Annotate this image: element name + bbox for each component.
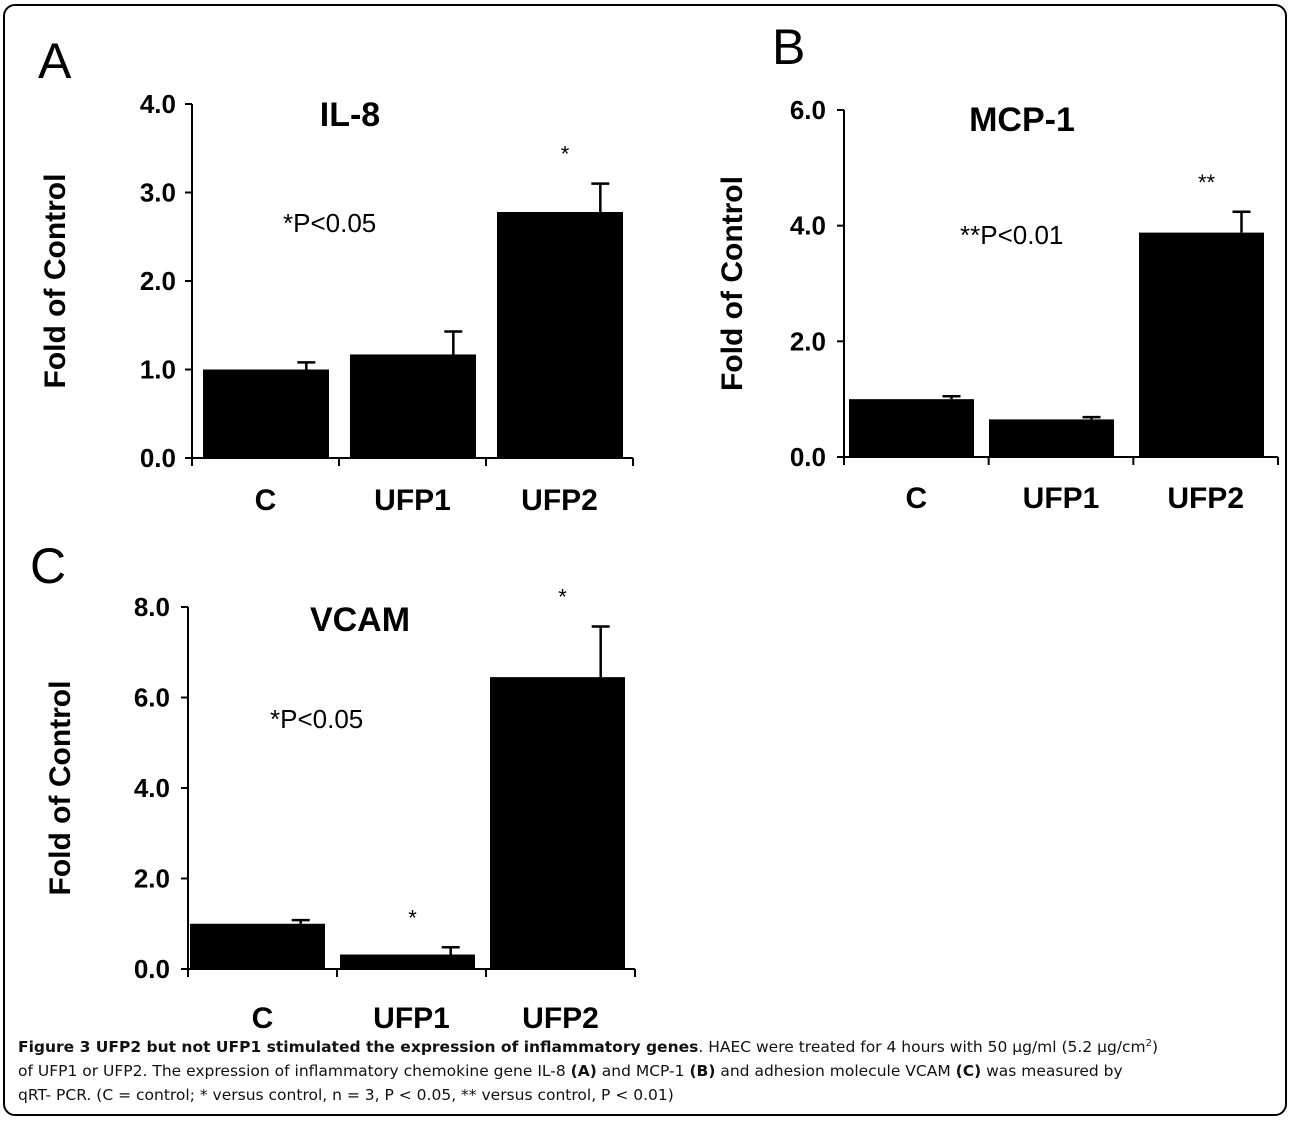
bar-a-ufp1 xyxy=(350,354,476,458)
caption-text-2a: of UFP1 or UFP2. The expression of infla… xyxy=(18,1062,571,1081)
caption-ref-b: (B) xyxy=(689,1062,716,1081)
bar-b-ufp2 xyxy=(1139,232,1264,457)
caption-line-2: of UFP1 or UFP2. The expression of infla… xyxy=(18,1059,1280,1083)
category-label-c: UFP2 xyxy=(522,1002,599,1030)
significance-marker-c: * xyxy=(408,905,417,930)
category-label-b: UFP2 xyxy=(1167,482,1244,515)
chart-title-a: IL-8 xyxy=(320,96,380,134)
y-tick-label-a: 2.0 xyxy=(140,266,176,296)
y-tick-label-c: 6.0 xyxy=(134,683,170,713)
y-tick-label-a: 1.0 xyxy=(140,355,176,385)
category-label-b: UFP1 xyxy=(1023,482,1100,515)
y-tick-label-a: 3.0 xyxy=(140,178,176,208)
figure-caption: Figure 3 UFP2 but not UFP1 stimulated th… xyxy=(18,1032,1280,1107)
bar-a-ufp2 xyxy=(497,211,623,458)
y-axis-label-b: Fold of Control xyxy=(716,176,749,391)
significance-marker-a: * xyxy=(561,142,570,167)
bar-a-c xyxy=(203,369,329,458)
bar-c-c xyxy=(190,923,325,969)
category-label-a: UFP2 xyxy=(521,484,598,517)
category-label-c: C xyxy=(252,1002,274,1030)
caption-text-2c: and MCP-1 xyxy=(596,1062,690,1081)
caption-ref-c: (C) xyxy=(955,1062,982,1081)
caption-line-3: qRT- PCR. (C = control; * versus control… xyxy=(18,1086,674,1105)
y-tick-label-b: 6.0 xyxy=(790,95,826,125)
significance-marker-c: * xyxy=(558,584,567,609)
y-tick-label-b: 0.0 xyxy=(790,442,826,472)
bar-b-ufp1 xyxy=(989,419,1114,457)
caption-figure-label: Figure 3 xyxy=(18,1038,91,1057)
y-axis-label-c: Fold of Control xyxy=(44,681,77,896)
caption-text-1-end: ) xyxy=(1152,1038,1159,1057)
chart-title-b: MCP-1 xyxy=(969,101,1075,139)
caption-title: UFP2 but not UFP1 stimulated the express… xyxy=(95,1038,699,1057)
caption-superscript: 2 xyxy=(1145,1038,1153,1049)
bar-b-c xyxy=(849,399,974,457)
y-tick-label-a: 0.0 xyxy=(140,443,176,473)
y-axis-label-a: Fold of Control xyxy=(39,174,72,389)
panel-letter-a: A xyxy=(38,33,72,89)
y-tick-label-c: 0.0 xyxy=(134,954,170,984)
y-tick-label-b: 2.0 xyxy=(790,326,826,356)
panel-letter-c: C xyxy=(30,538,66,594)
p-value-annotation-a: *P<0.05 xyxy=(283,208,376,238)
category-label-a: UFP1 xyxy=(374,484,451,517)
figure-charts: A IL-8 0.0 1.0 2.0 3.0 4.0 Fold of Control *P<0.… xyxy=(30,19,1279,1030)
category-label-b: C xyxy=(905,482,927,515)
p-value-annotation-c: *P<0.05 xyxy=(270,704,363,734)
p-value-annotation-b: **P<0.01 xyxy=(960,220,1063,250)
caption-line-1: Figure 3 UFP2 but not UFP1 stimulated th… xyxy=(18,1032,1280,1059)
caption-text-2g: was measured by xyxy=(981,1062,1123,1081)
category-label-a: C xyxy=(255,484,277,517)
y-tick-label-c: 8.0 xyxy=(134,592,170,622)
category-label-c: UFP1 xyxy=(373,1002,450,1030)
significance-marker-b: ** xyxy=(1198,170,1216,195)
y-tick-label-c: 2.0 xyxy=(134,864,170,894)
bar-c-ufp2 xyxy=(490,677,625,969)
caption-ref-a: (A) xyxy=(570,1062,597,1081)
y-tick-label-c: 4.0 xyxy=(134,773,170,803)
bar-c-ufp1 xyxy=(340,954,475,969)
caption-text-1: . HAEC were treated for 4 hours with 50 … xyxy=(698,1038,1146,1057)
y-tick-label-b: 4.0 xyxy=(790,211,826,241)
panel-letter-b: B xyxy=(772,19,805,75)
chart-title-c: VCAM xyxy=(310,601,410,639)
caption-text-2e: and adhesion molecule VCAM xyxy=(715,1062,956,1081)
y-tick-label-a: 4.0 xyxy=(140,89,176,119)
